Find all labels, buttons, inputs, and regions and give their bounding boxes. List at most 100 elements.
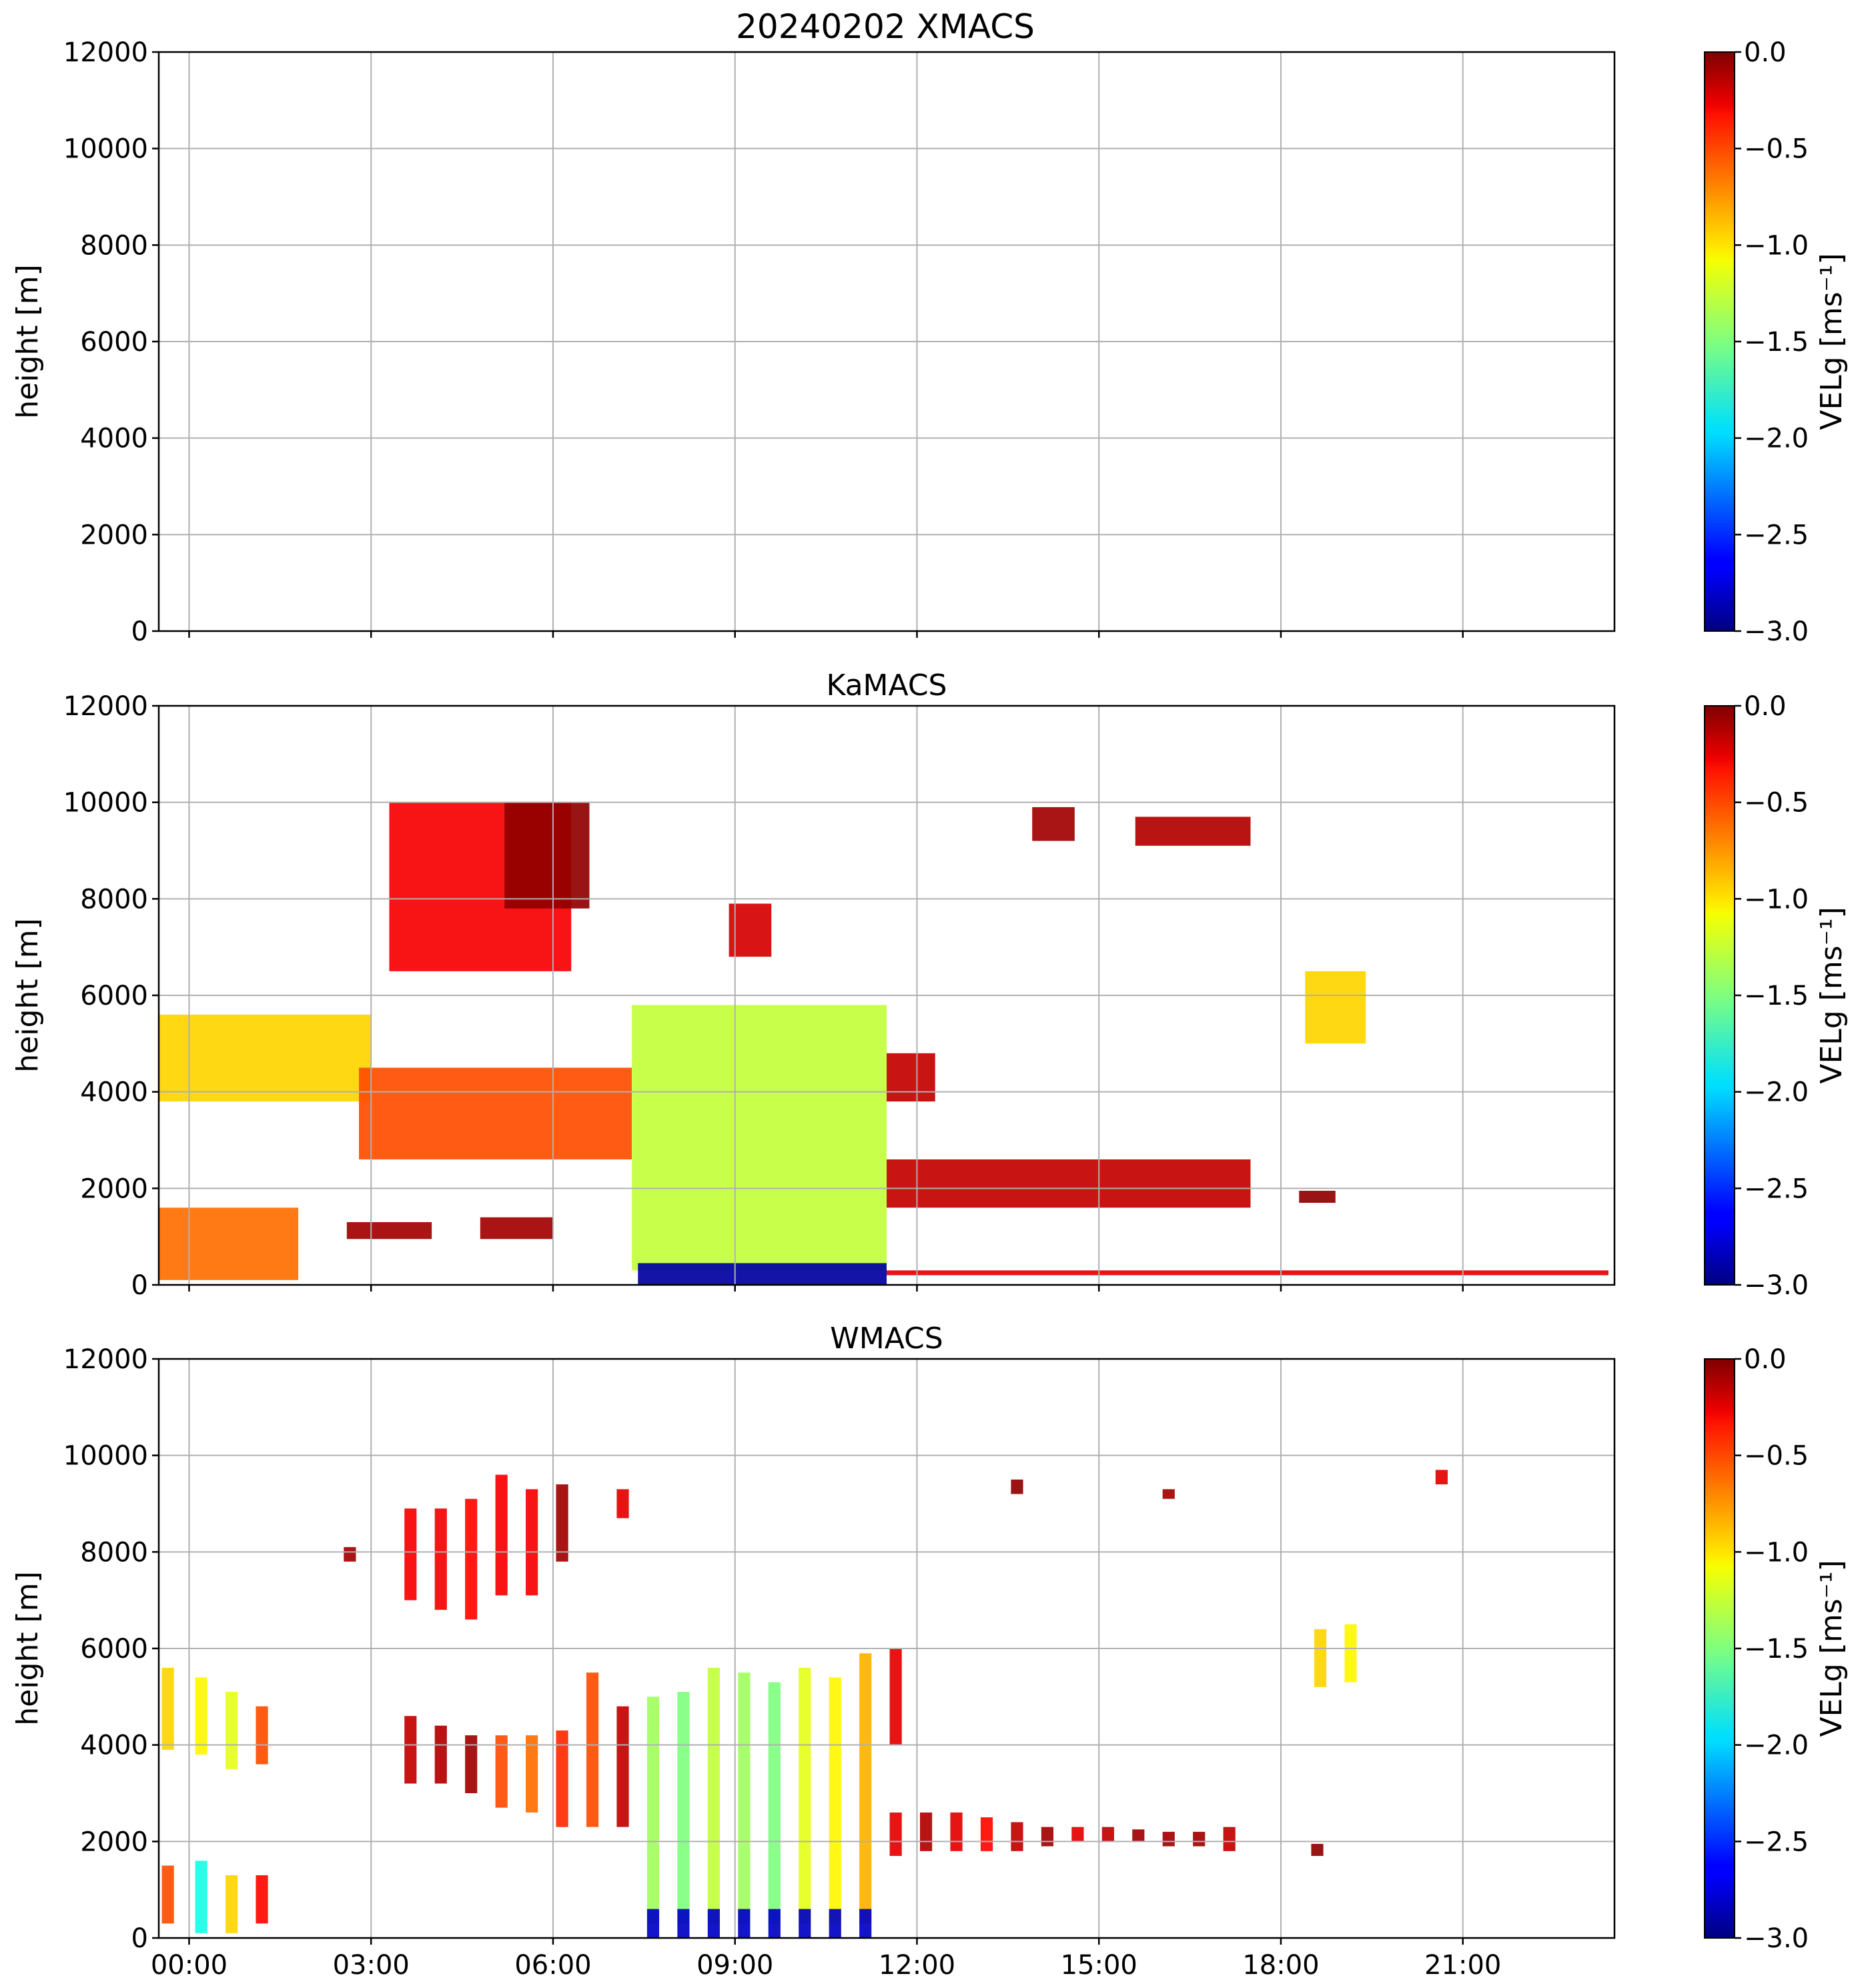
- velocity-region-slanted-layer-00h: [159, 1014, 372, 1102]
- colorbar-tick-label: −0.5: [1744, 1441, 1809, 1472]
- velocity-region-low-strip-8: [1101, 1827, 1114, 1842]
- velocity-region-spot-18h: [1311, 1843, 1324, 1857]
- y-tick-label: 4000: [80, 424, 148, 454]
- y-tick-label: 10000: [63, 134, 148, 165]
- x-tick-label: 18:00: [1242, 1950, 1319, 1981]
- velocity-region-mid-layer-03h: [359, 1067, 632, 1159]
- velocity-region-mid-strip-2: [434, 1725, 447, 1784]
- velocity-region-cirrus-strip-2: [434, 1508, 447, 1610]
- colorbar-tick-label: −1.5: [1744, 981, 1809, 1011]
- velocity-region-mid-strip-1: [404, 1716, 417, 1784]
- velocity-region-boundary-05h: [480, 1217, 553, 1239]
- velocity-region-strip-01.5h-low: [256, 1875, 268, 1924]
- velocity-region-boundary-00h: [159, 1207, 299, 1280]
- colorbar-tick-label: −3.0: [1744, 1923, 1809, 1954]
- velocity-region-shower-18h-b: [1344, 1624, 1357, 1682]
- colorbar-tick-label: −3.0: [1744, 1270, 1809, 1301]
- velocity-region-strip-00h: [161, 1667, 174, 1750]
- velocity-region-precip-base-6: [799, 1909, 811, 1938]
- velocity-region-precip-base-2: [677, 1909, 690, 1938]
- y-tick-label: 6000: [80, 981, 148, 1011]
- velocity-region-precip-base-4: [738, 1909, 751, 1938]
- colorbar-tick-label: −0.5: [1744, 134, 1809, 165]
- velocity-region-low-strip-11: [1193, 1831, 1206, 1847]
- velocity-region-spot-18h: [1299, 1190, 1336, 1203]
- x-tick-label: 21:00: [1424, 1950, 1501, 1981]
- y-tick-label: 6000: [80, 327, 148, 358]
- x-tick-label: 15:00: [1061, 1950, 1137, 1981]
- velocity-region-mid-strip-7: [586, 1672, 599, 1827]
- velocity-region-surface-clutter: [887, 1270, 1608, 1276]
- velocity-region-tail-12h: [887, 1053, 935, 1102]
- x-tick-label: 12:00: [879, 1950, 955, 1981]
- velocity-region-cirrus-strip-4: [495, 1474, 508, 1596]
- velocity-region-precip-strip-6: [799, 1667, 811, 1924]
- colorbar-tick-label: −2.5: [1744, 1173, 1809, 1204]
- x-tick-label: 03:00: [333, 1950, 410, 1981]
- colorbar-tick-label: −3.0: [1744, 616, 1809, 647]
- panel-title: KaMACS: [827, 668, 947, 702]
- colorbar-label: VELg [ms⁻¹]: [1815, 1560, 1849, 1736]
- velocity-region-precip-strip-4: [738, 1672, 751, 1924]
- y-axis-label: height [m]: [11, 264, 45, 418]
- velocity-region-strip-01.5h: [256, 1706, 268, 1765]
- velocity-region-low-strip-10: [1162, 1831, 1175, 1847]
- x-tick-label: 00:00: [151, 1950, 227, 1981]
- velocity-region-main-precip: [632, 1005, 887, 1271]
- velocity-region-cirrus-13h: [1011, 1479, 1023, 1494]
- y-axis-label: height [m]: [11, 918, 45, 1072]
- y-tick-label: 4000: [80, 1730, 148, 1761]
- velocity-region-tail-strip-12h: [889, 1648, 902, 1745]
- velocity-region-low-strip-12: [1223, 1827, 1236, 1851]
- velocity-region-cirrus-15h: [1135, 817, 1251, 846]
- y-tick-label: 6000: [80, 1634, 148, 1664]
- colorbar-label: VELg [ms⁻¹]: [1815, 253, 1849, 430]
- velocity-region-precip-base-8: [859, 1909, 872, 1938]
- y-tick-label: 10000: [63, 1441, 148, 1472]
- panel-title: WMACS: [830, 1322, 943, 1356]
- velocity-region-mid-strip-3: [465, 1735, 478, 1793]
- panel-WMACS: 0 2000 4000 6000 8000 10000 12000 00:00 03:00 06:…: [11, 1322, 1849, 1981]
- velocity-region-boundary-02h: [346, 1221, 432, 1239]
- colorbar: [1704, 1358, 1735, 1939]
- velocity-region-precip-strip-3: [707, 1667, 720, 1924]
- velocity-region-precip-strip-1: [646, 1696, 660, 1924]
- y-tick-label: 2000: [80, 1827, 148, 1857]
- velocity-region-low-strip-2: [920, 1812, 933, 1851]
- colorbar-tick-label: 0.0: [1744, 37, 1787, 68]
- velocity-region-cirrus-20h: [1435, 1470, 1448, 1485]
- y-tick-label: 8000: [80, 1537, 148, 1568]
- velocity-region-low-strip-3: [950, 1812, 963, 1851]
- y-tick-label: 2000: [80, 1173, 148, 1204]
- colorbar-tick-label: −1.0: [1744, 1537, 1809, 1568]
- velocity-region-mid-strip-8: [616, 1706, 629, 1827]
- velocity-region-strip-00.5h-low: [195, 1861, 207, 1933]
- colorbar-tick-label: −2.0: [1744, 424, 1809, 454]
- velocity-region-low-strip-1: [889, 1812, 902, 1857]
- velocity-region-precip-base-3: [707, 1909, 720, 1938]
- velocity-region-cirrus-strip-5: [526, 1489, 538, 1596]
- colorbar-tick-label: −1.5: [1744, 1634, 1809, 1664]
- velocity-region-precip-surface-fast: [638, 1263, 887, 1285]
- colorbar-tick-label: −1.0: [1744, 884, 1809, 915]
- velocity-region-precip-base-7: [829, 1909, 841, 1938]
- colorbar: [1704, 51, 1735, 632]
- colorbar: [1704, 705, 1735, 1286]
- velocity-region-precip-strip-2: [677, 1692, 690, 1924]
- figure-title: 20240202 XMACS: [736, 7, 1035, 46]
- colorbar-tick-label: −2.5: [1744, 1827, 1809, 1857]
- y-tick-label: 0: [131, 1270, 148, 1301]
- velocity-region-cirrus-13h: [1032, 807, 1075, 841]
- velocity-region-mid-strip-4: [495, 1735, 508, 1808]
- y-tick-label: 0: [131, 616, 148, 647]
- colorbar-tick-label: −1.5: [1744, 327, 1809, 358]
- velocity-region-cirrus-strip-1: [404, 1508, 417, 1600]
- velocity-region-shower-18h-a: [1314, 1629, 1327, 1687]
- velocity-region-precip-base-1: [646, 1909, 660, 1938]
- velocity-region-cirrus-08h: [729, 903, 772, 957]
- velocity-region-shower-18h: [1305, 971, 1366, 1044]
- velocity-region-strip-01h: [225, 1692, 238, 1769]
- colorbar-label: VELg [ms⁻¹]: [1815, 907, 1849, 1083]
- velocity-region-mid-strip-6: [556, 1730, 568, 1827]
- velocity-region-low-layer-12h: [887, 1159, 1251, 1208]
